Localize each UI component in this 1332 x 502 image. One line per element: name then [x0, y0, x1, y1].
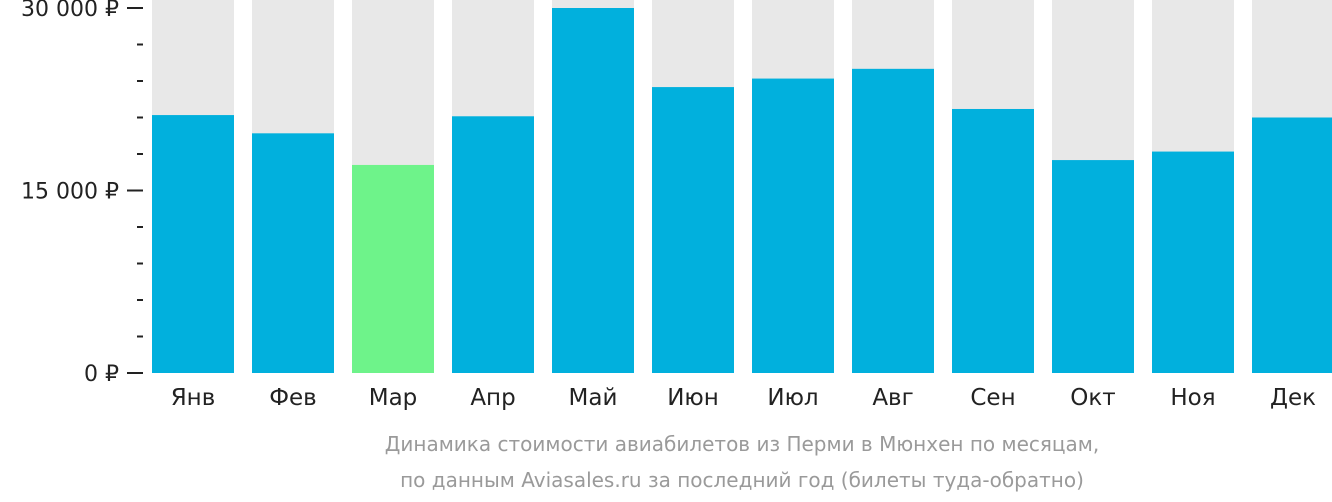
x-tick-label: Сен	[970, 385, 1015, 411]
bar-9	[952, 108, 1034, 373]
bar-7	[752, 78, 834, 374]
x-tick-label: Ноя	[1170, 385, 1215, 411]
y-tick-label: 15 000 ₽	[21, 180, 119, 205]
x-tick-label: Май	[569, 385, 618, 411]
bar-11	[1152, 151, 1234, 373]
bar-6	[652, 87, 734, 373]
bar-5	[552, 8, 634, 373]
bar-3	[352, 164, 434, 373]
y-axis: 0 ₽ 15 000 ₽ 30 000 ₽	[21, 0, 143, 387]
y-tick-label: 30 000 ₽	[21, 0, 119, 22]
x-tick-label: Июн	[667, 385, 719, 411]
bar-10	[1052, 160, 1134, 373]
bars	[152, 8, 1332, 374]
chart-caption-line1: Динамика стоимости авиабилетов из Перми …	[385, 432, 1099, 456]
chart-caption-line2: по данным Aviasales.ru за последний год …	[400, 468, 1084, 492]
x-tick-label: Апр	[470, 385, 515, 411]
bar-8	[852, 68, 934, 373]
x-tick-label: Авг	[872, 385, 913, 411]
bar-1	[152, 115, 234, 374]
bar-4	[452, 116, 534, 374]
y-tick-label: 0 ₽	[84, 362, 119, 387]
bar-12	[1252, 117, 1332, 373]
x-axis: Янв Фев Мар Апр Май Июн Июл Авг Сен Окт Ноя Дек	[171, 385, 1316, 411]
x-tick-label: Окт	[1070, 385, 1115, 411]
x-tick-label: Июл	[767, 385, 818, 411]
x-tick-label: Фев	[269, 385, 317, 411]
x-tick-label: Дек	[1270, 385, 1316, 411]
x-tick-label: Мар	[369, 385, 418, 411]
bar-2	[252, 133, 334, 373]
x-tick-label: Янв	[171, 385, 216, 411]
